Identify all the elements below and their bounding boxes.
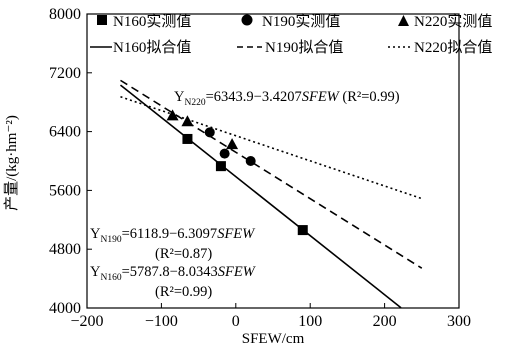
x-tick-label: 100 bbox=[298, 313, 322, 330]
fit-line-dashed bbox=[120, 79, 423, 269]
legend: N160实测值 N190实测值 N220实测值 N160拟合值 N190拟合值 … bbox=[90, 13, 492, 56]
data-point-triangle bbox=[181, 115, 194, 127]
legend-label-n190-fit: N190拟合值 bbox=[265, 39, 343, 56]
legend-square-marker bbox=[97, 15, 107, 25]
annotation-n220: YN220=6343.9−3.4207SFEW (R²=0.99) bbox=[174, 89, 400, 108]
legend-label-n160-measured: N160实测值 bbox=[113, 13, 191, 30]
x-tick-label: −200 bbox=[70, 313, 103, 330]
y-tick-label: 7200 bbox=[49, 65, 81, 82]
legend-triangle-marker bbox=[398, 15, 409, 26]
legend-label-n160-fit: N160拟合值 bbox=[113, 39, 191, 56]
y-tick-label: 8000 bbox=[49, 6, 81, 23]
legend-label-n220-measured: N220实测值 bbox=[414, 13, 492, 30]
data-point-square bbox=[215, 161, 226, 172]
plot-frame bbox=[86, 13, 460, 309]
legend-circle-marker bbox=[241, 14, 253, 26]
y-tick-label: 4800 bbox=[49, 241, 81, 258]
fit-line-solid bbox=[119, 84, 402, 309]
data-point-circle bbox=[204, 127, 215, 138]
y-tick-label: 6400 bbox=[49, 124, 81, 141]
data-point-circle bbox=[245, 156, 256, 166]
data-point-square bbox=[297, 225, 308, 236]
data-point-triangle bbox=[226, 138, 239, 150]
x-tick-label: −100 bbox=[145, 313, 178, 330]
data-point-circle bbox=[219, 148, 230, 159]
data-point-triangle bbox=[166, 109, 179, 121]
x-axis-title: SFEW/cm bbox=[242, 331, 305, 347]
annotation-n160: YN160=5787.8−8.0343SFEW bbox=[90, 264, 257, 283]
y-axis-title: 产量/(kg·hm⁻²) bbox=[3, 115, 20, 211]
legend-label-n220-fit: N220拟合值 bbox=[414, 39, 492, 56]
y-tick-label: 5600 bbox=[49, 182, 81, 199]
x-tick-label: 200 bbox=[373, 313, 397, 330]
fit-line-dotted bbox=[120, 95, 423, 200]
data-point-square bbox=[182, 133, 193, 144]
x-tick-label: 0 bbox=[232, 313, 240, 330]
y-tick-label: 4000 bbox=[49, 300, 81, 317]
x-tick-label: 300 bbox=[447, 313, 471, 330]
annotation-n190-r2: (R²=0.87) bbox=[155, 246, 212, 262]
annotation-n190: YN190=6118.9−6.3097SFEW bbox=[90, 226, 256, 245]
annotation-n160-r2: (R²=0.99) bbox=[155, 284, 212, 300]
legend-label-n190-measured: N190实测值 bbox=[262, 13, 340, 30]
